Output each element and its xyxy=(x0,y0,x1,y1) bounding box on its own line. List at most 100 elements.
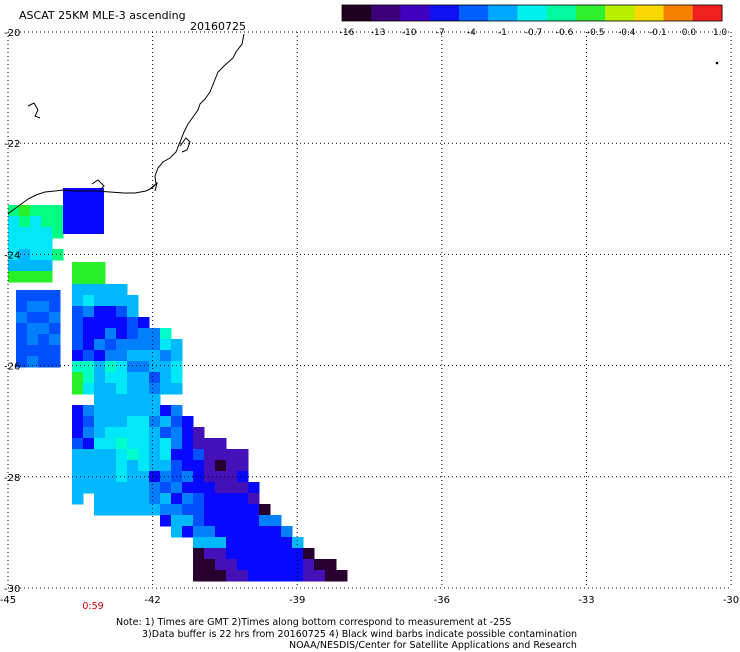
colorbar-swatch xyxy=(371,5,401,21)
swath-cell xyxy=(116,339,128,351)
swath-cell xyxy=(248,504,260,516)
colorbar-swatch xyxy=(692,5,723,21)
colorbar-tick-label: 1.0 xyxy=(713,28,728,38)
swath-cell xyxy=(215,559,227,571)
latitude-tick-label: -20 xyxy=(4,28,20,39)
swath-cell xyxy=(193,515,205,527)
swath-cell xyxy=(193,526,205,538)
swath-cell xyxy=(204,548,216,560)
swath-cell xyxy=(149,482,161,494)
swath-cell xyxy=(105,460,117,472)
swath-cell xyxy=(41,216,53,228)
longitude-tick-label: -36 xyxy=(434,595,450,606)
swath-cell xyxy=(149,328,161,340)
swath-cell xyxy=(138,493,150,505)
swath-cell xyxy=(94,460,106,472)
swath-cell xyxy=(270,559,282,571)
colorbar-tick-label: -0.1 xyxy=(649,28,667,38)
swath-cell xyxy=(237,471,249,483)
swath-cell xyxy=(160,438,172,450)
swath-cell xyxy=(27,334,39,346)
swath-cell xyxy=(292,548,304,560)
swath-cell xyxy=(8,260,20,272)
swath-cell xyxy=(160,350,172,362)
swath-cell xyxy=(215,515,227,527)
swath-cell xyxy=(105,317,117,329)
swath-cell xyxy=(138,482,150,494)
swath-cell xyxy=(193,537,205,549)
swath-cell xyxy=(259,515,271,527)
swath-cell xyxy=(27,301,39,313)
swath-cell xyxy=(105,372,117,384)
colorbar-swatch xyxy=(575,5,606,21)
swath-cell xyxy=(94,284,106,296)
swath-cell xyxy=(215,493,227,505)
swath-cell xyxy=(182,427,194,439)
swath-cell xyxy=(72,339,84,351)
swath-cell xyxy=(149,493,161,505)
swath-cell xyxy=(94,427,106,439)
swath-cell xyxy=(149,350,161,362)
swath-cell xyxy=(116,361,128,373)
swath-cell xyxy=(30,216,42,228)
swath-cell xyxy=(138,339,150,351)
swath-cell xyxy=(160,460,172,472)
swath-cell xyxy=(237,548,249,560)
longitude-tick-label: -33 xyxy=(578,595,594,606)
swath-cell xyxy=(8,271,20,283)
swath-cell xyxy=(83,295,95,307)
swath-cell xyxy=(105,482,117,494)
swath-cell xyxy=(72,284,84,296)
swath-cell xyxy=(94,350,106,362)
swath-cell xyxy=(171,493,183,505)
swath-cell xyxy=(149,405,161,417)
swath-cell xyxy=(138,427,150,439)
swath-cell xyxy=(204,526,216,538)
swath-cell xyxy=(16,345,28,357)
colorbar-swatch xyxy=(605,5,635,21)
swath-cell xyxy=(94,306,106,318)
swath-cell xyxy=(259,504,271,516)
latitude-tick-label: -28 xyxy=(4,473,20,484)
swath-cell xyxy=(138,471,150,483)
swath-cell xyxy=(83,460,95,472)
swath-cell xyxy=(193,493,205,505)
swath-cell xyxy=(193,482,205,494)
swath-cell xyxy=(105,449,117,461)
swath-cell xyxy=(171,361,183,373)
swath-cell xyxy=(292,537,304,549)
colorbar-tick-label: -0.7 xyxy=(525,28,543,38)
swath-cell xyxy=(149,361,161,373)
coastline-path xyxy=(7,33,245,215)
swath-cell xyxy=(49,345,61,357)
swath-cell xyxy=(127,372,139,384)
swath-cell xyxy=(105,295,117,307)
swath-cell xyxy=(149,449,161,461)
colorbar-tick-label: -16 xyxy=(340,28,355,38)
swath-cell xyxy=(105,438,117,450)
swath-cell xyxy=(138,416,150,428)
lat-lon-grid xyxy=(7,31,732,589)
swath-cell xyxy=(149,383,161,395)
swath-cell xyxy=(149,427,161,439)
swath-cell xyxy=(171,515,183,527)
swath-cell xyxy=(292,570,304,582)
swath-cell xyxy=(182,504,194,516)
swath-cell xyxy=(38,301,50,313)
colorbar-tick-label: -1 xyxy=(498,28,507,38)
swath-cell xyxy=(204,515,216,527)
swath-cell xyxy=(94,504,106,516)
swath-cell xyxy=(116,493,128,505)
swath-cell xyxy=(116,504,128,516)
swath-cell xyxy=(303,548,315,560)
swath-cell xyxy=(116,438,128,450)
swath-cell xyxy=(116,306,128,318)
swath-cell xyxy=(83,350,95,362)
swath-cell xyxy=(94,471,106,483)
swath-cell xyxy=(116,328,128,340)
swath-cell xyxy=(215,449,227,461)
swath-cell xyxy=(160,405,172,417)
swath-cell xyxy=(49,334,61,346)
colorbar-swatch xyxy=(663,5,694,21)
swath-cell xyxy=(237,449,249,461)
